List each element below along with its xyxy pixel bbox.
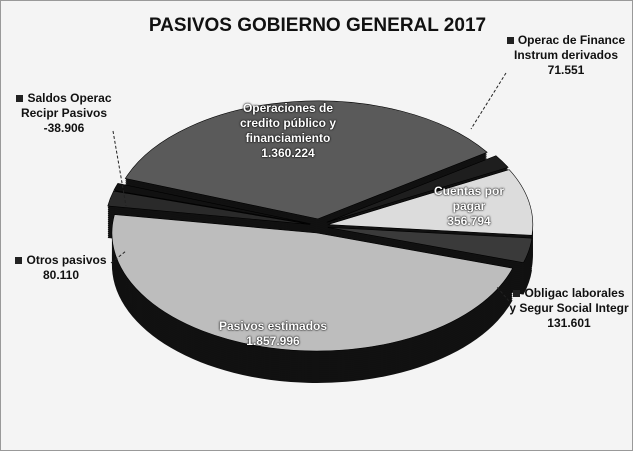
slice	[111, 214, 514, 352]
data-label: Obligac laborales y Segur Social Integr 1…	[509, 286, 629, 331]
legend-marker	[506, 37, 514, 44]
data-label: Cuentas por pagar 356.794	[419, 184, 519, 229]
legend-marker	[16, 95, 24, 102]
legend-marker	[15, 257, 23, 264]
slice	[327, 169, 534, 236]
data-label: Pasivos estimados 1.857.996	[213, 319, 333, 349]
data-label: Operaciones de credito público y financi…	[223, 101, 353, 161]
data-label: Otros pasivos 80.110	[11, 253, 111, 283]
value-label: 80.110	[42, 268, 80, 282]
leader-line	[495, 285, 510, 302]
legend-marker	[513, 290, 521, 297]
data-label: Saldos Operac Recipr Pasivos -38.906	[9, 91, 119, 136]
category-label: Otros pasivos	[26, 253, 107, 267]
data-label: Operac de Finance Instrum derivados 71.55…	[501, 33, 631, 78]
category-label: Operaciones de credito público y financi…	[239, 101, 336, 145]
slice	[124, 100, 488, 220]
value-label: 356.794	[447, 214, 491, 228]
slice	[326, 155, 509, 223]
value-label: -38.906	[43, 121, 85, 135]
slice	[327, 227, 533, 263]
value-label: 71.551	[547, 63, 585, 77]
category-label: Operac de Finance Instrum derivados	[513, 33, 626, 62]
category-label: Obligac laborales y Segur Social Integr	[509, 286, 629, 315]
category-label: Cuentas por pagar	[433, 184, 504, 213]
leader-line	[470, 72, 507, 130]
slice	[113, 183, 311, 225]
slices	[107, 100, 534, 384]
category-label: Saldos Operac Recipr Pasivos	[20, 91, 112, 120]
leader-line	[112, 130, 127, 207]
category-label: Pasivos estimados	[218, 319, 328, 333]
value-label: 1.857.996	[246, 334, 300, 348]
chart-title: PASIVOS GOBIERNO GENERAL 2017	[148, 15, 487, 36]
leader-line	[110, 250, 127, 264]
value-label: 131.601	[547, 316, 591, 330]
value-label: 1.360.224	[261, 146, 315, 160]
slice	[107, 190, 311, 225]
